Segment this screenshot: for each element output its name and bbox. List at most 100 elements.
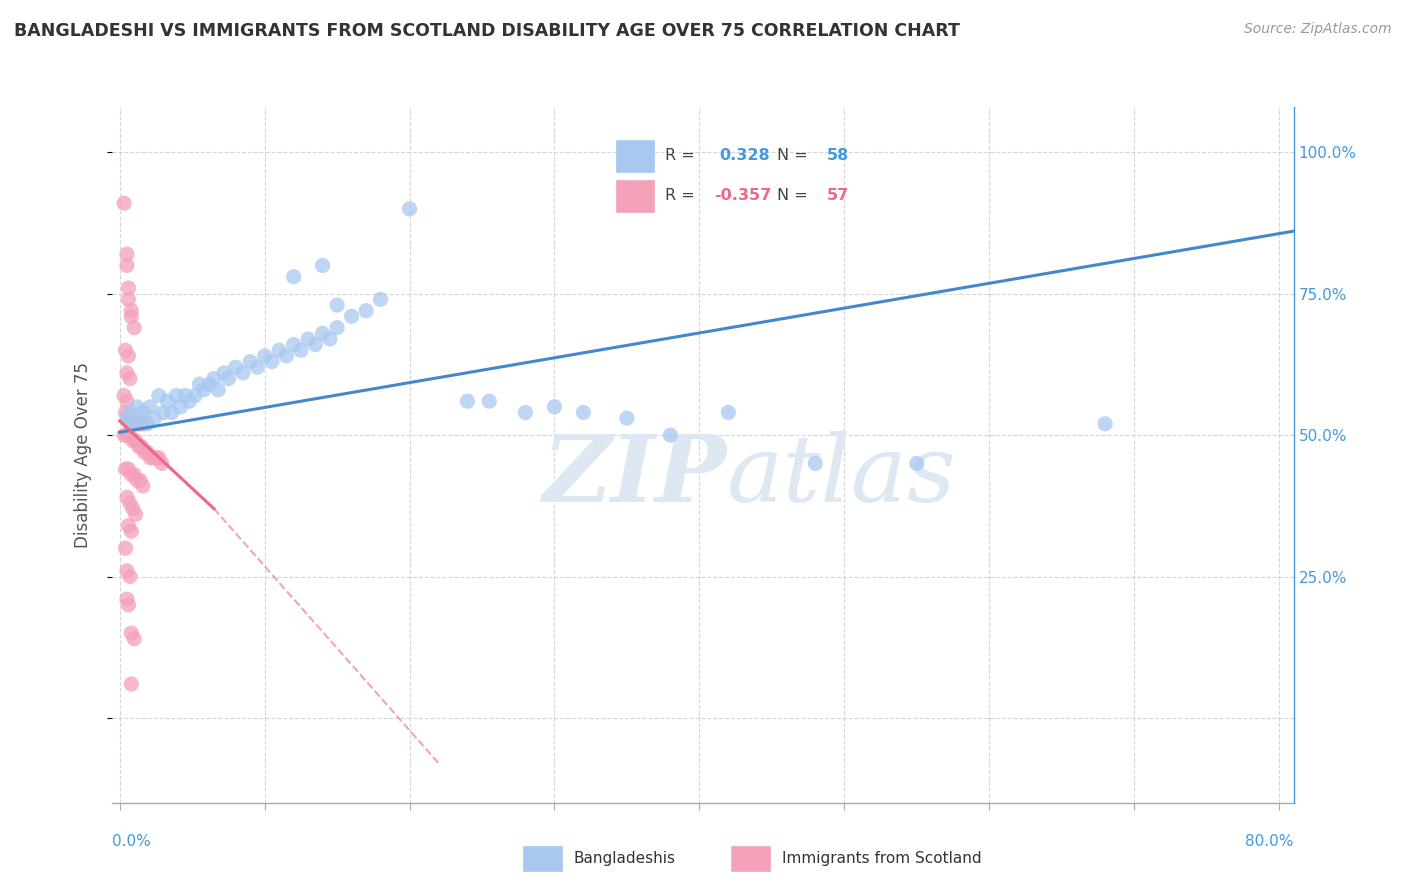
Point bbox=[207, 383, 229, 397]
Point bbox=[132, 405, 155, 419]
Text: -0.357: -0.357 bbox=[714, 188, 772, 203]
Point bbox=[118, 371, 141, 385]
Text: 0.0%: 0.0% bbox=[112, 834, 152, 849]
Point bbox=[136, 417, 159, 431]
Point bbox=[132, 417, 155, 431]
Point bbox=[160, 405, 183, 419]
Point bbox=[124, 508, 146, 522]
Point bbox=[115, 366, 138, 380]
Point bbox=[717, 405, 740, 419]
Point bbox=[398, 202, 420, 216]
Point bbox=[118, 405, 141, 419]
Point bbox=[304, 337, 326, 351]
Point bbox=[156, 394, 179, 409]
Point bbox=[132, 479, 155, 493]
Point bbox=[239, 354, 262, 368]
Point bbox=[115, 247, 138, 261]
Text: ZIP: ZIP bbox=[543, 431, 727, 521]
Point bbox=[129, 411, 152, 425]
Point bbox=[112, 428, 135, 442]
Point bbox=[127, 400, 149, 414]
Point bbox=[117, 598, 139, 612]
Point bbox=[131, 439, 153, 453]
Point bbox=[543, 400, 565, 414]
Point bbox=[260, 354, 283, 368]
Point bbox=[136, 445, 159, 459]
Point bbox=[478, 394, 501, 409]
Point bbox=[198, 377, 221, 392]
Point bbox=[120, 524, 142, 539]
Point bbox=[114, 343, 136, 358]
Point bbox=[457, 394, 479, 409]
Point bbox=[112, 388, 135, 402]
Point bbox=[115, 428, 138, 442]
Point bbox=[129, 474, 152, 488]
Point bbox=[117, 349, 139, 363]
Point bbox=[122, 467, 145, 482]
Point bbox=[311, 259, 333, 273]
FancyBboxPatch shape bbox=[616, 179, 654, 211]
Text: 80.0%: 80.0% bbox=[1246, 834, 1294, 849]
Text: BANGLADESHI VS IMMIGRANTS FROM SCOTLAND DISABILITY AGE OVER 75 CORRELATION CHART: BANGLADESHI VS IMMIGRANTS FROM SCOTLAND … bbox=[14, 22, 960, 40]
Point bbox=[232, 366, 254, 380]
Point bbox=[114, 405, 136, 419]
Text: 58: 58 bbox=[827, 148, 849, 163]
Point bbox=[188, 377, 211, 392]
Point bbox=[121, 434, 143, 448]
Point bbox=[370, 293, 392, 307]
Point bbox=[139, 400, 162, 414]
Point bbox=[148, 388, 170, 402]
Point bbox=[120, 303, 142, 318]
Point bbox=[115, 411, 138, 425]
Point bbox=[326, 298, 349, 312]
Point bbox=[804, 457, 827, 471]
Text: R =: R = bbox=[665, 148, 700, 163]
FancyBboxPatch shape bbox=[616, 140, 654, 172]
Point bbox=[253, 349, 276, 363]
Point bbox=[121, 417, 143, 431]
Point bbox=[225, 360, 247, 375]
Point bbox=[152, 405, 174, 419]
Point bbox=[117, 293, 139, 307]
Point bbox=[115, 491, 138, 505]
Text: N =: N = bbox=[778, 148, 813, 163]
Text: 57: 57 bbox=[827, 188, 849, 203]
Point bbox=[115, 259, 138, 273]
Point bbox=[118, 417, 141, 431]
Point bbox=[118, 428, 141, 442]
Point bbox=[118, 496, 141, 510]
Point bbox=[297, 332, 319, 346]
Point bbox=[340, 310, 363, 324]
Point bbox=[659, 428, 682, 442]
Point bbox=[122, 320, 145, 334]
Point bbox=[124, 434, 146, 448]
Point bbox=[193, 383, 215, 397]
FancyBboxPatch shape bbox=[731, 847, 770, 871]
Point bbox=[115, 592, 138, 607]
Point bbox=[120, 417, 142, 431]
Text: Bangladeshis: Bangladeshis bbox=[574, 851, 676, 866]
Point bbox=[114, 541, 136, 556]
Point bbox=[184, 388, 207, 402]
Point bbox=[117, 462, 139, 476]
Point bbox=[128, 439, 150, 453]
Point bbox=[616, 411, 638, 425]
Point bbox=[269, 343, 291, 358]
Point bbox=[143, 411, 166, 425]
Text: Immigrants from Scotland: Immigrants from Scotland bbox=[782, 851, 981, 866]
Point bbox=[112, 196, 135, 211]
Point bbox=[290, 343, 312, 358]
Point bbox=[311, 326, 333, 341]
Point bbox=[148, 450, 170, 465]
Point bbox=[117, 518, 139, 533]
Point bbox=[202, 371, 225, 385]
Point bbox=[129, 417, 152, 431]
Point bbox=[179, 394, 201, 409]
FancyBboxPatch shape bbox=[523, 847, 562, 871]
Y-axis label: Disability Age Over 75: Disability Age Over 75 bbox=[73, 362, 91, 548]
Point bbox=[120, 467, 142, 482]
Point bbox=[515, 405, 537, 419]
Point bbox=[1094, 417, 1116, 431]
Text: Source: ZipAtlas.com: Source: ZipAtlas.com bbox=[1244, 22, 1392, 37]
Point bbox=[174, 388, 197, 402]
